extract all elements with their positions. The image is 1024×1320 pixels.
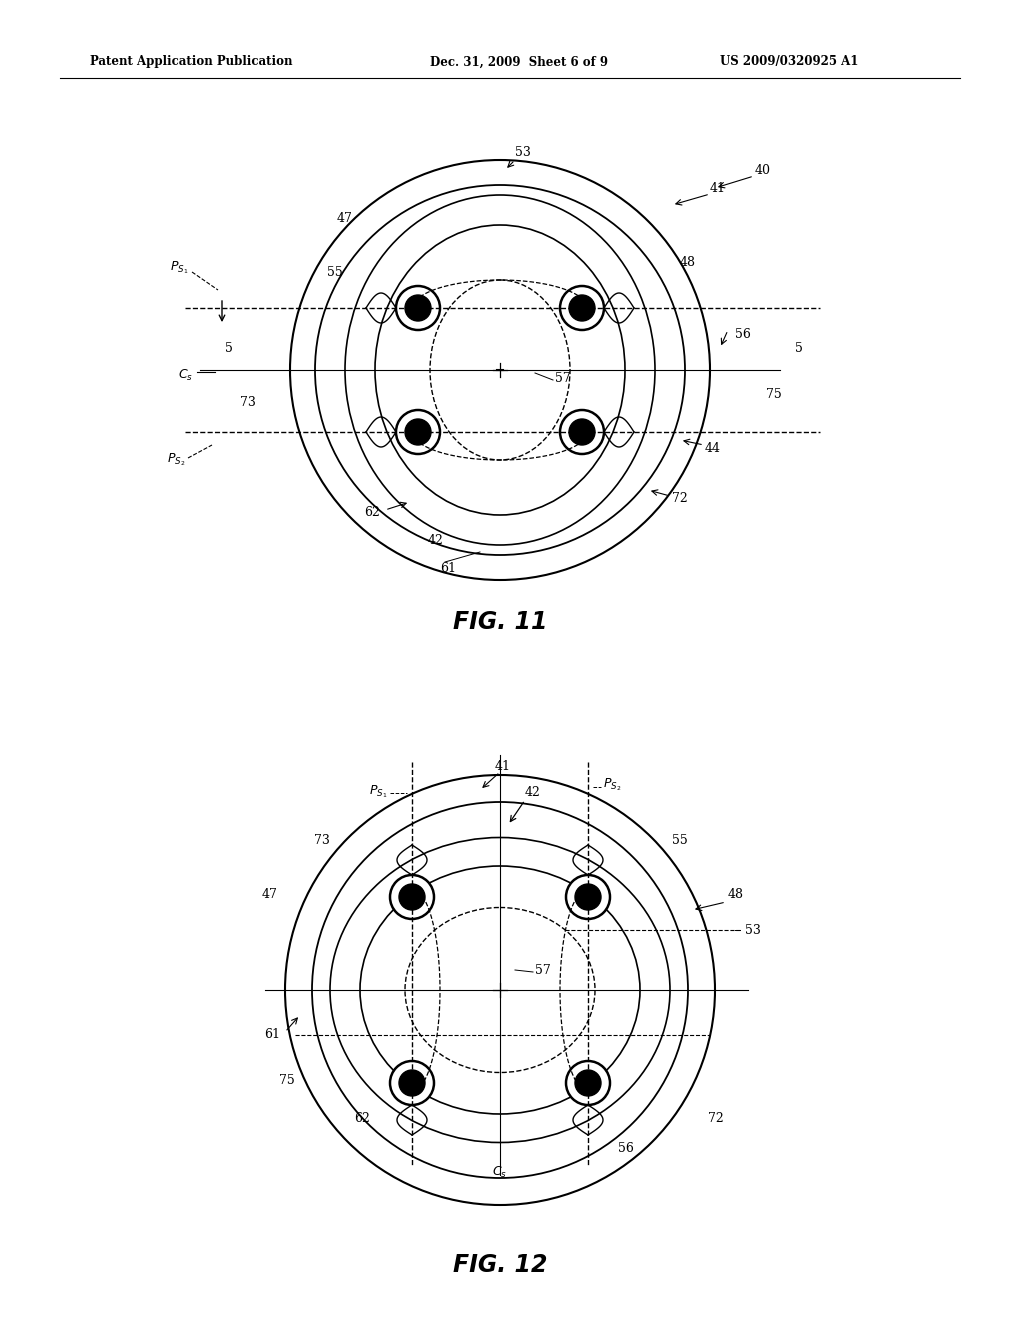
Text: Patent Application Publication: Patent Application Publication [90,55,293,69]
Text: 5: 5 [795,342,803,355]
Circle shape [566,1061,610,1105]
Text: 42: 42 [428,533,444,546]
Text: FIG. 12: FIG. 12 [453,1253,547,1276]
Text: $C_s$: $C_s$ [178,367,193,383]
Text: 75: 75 [766,388,781,401]
Text: $P_{S_2}$: $P_{S_2}$ [603,776,622,793]
Text: 55: 55 [672,833,688,846]
Text: 40: 40 [755,164,771,177]
Circle shape [399,1071,425,1096]
Circle shape [390,1061,434,1105]
Circle shape [569,418,595,445]
Text: 5: 5 [225,342,232,355]
Text: 61: 61 [440,561,456,574]
Text: 53: 53 [745,924,761,936]
Text: US 2009/0320925 A1: US 2009/0320925 A1 [720,55,858,69]
Text: 62: 62 [354,1111,370,1125]
Text: 44: 44 [705,441,721,454]
Circle shape [569,294,595,321]
Text: 47: 47 [262,888,278,902]
Circle shape [406,294,431,321]
Text: 48: 48 [728,888,744,902]
Text: $P_{S_2}$: $P_{S_2}$ [167,451,185,469]
Text: 47: 47 [337,211,353,224]
Text: 73: 73 [314,833,330,846]
Text: FIG. 11: FIG. 11 [453,610,547,634]
Text: $P_{S_1}$: $P_{S_1}$ [369,784,387,800]
Circle shape [575,1071,601,1096]
Text: 41: 41 [495,759,511,772]
Text: 73: 73 [240,396,256,409]
Text: 57: 57 [535,964,551,977]
Text: 56: 56 [735,329,751,342]
Circle shape [566,875,610,919]
Text: 55: 55 [327,265,343,279]
Circle shape [406,418,431,445]
Text: 57: 57 [555,371,570,384]
Text: $C_s$: $C_s$ [493,1164,508,1180]
Circle shape [560,286,604,330]
Text: 42: 42 [525,787,541,800]
Circle shape [396,286,440,330]
Text: 61: 61 [264,1027,280,1040]
Circle shape [390,875,434,919]
Text: 62: 62 [365,506,380,519]
Circle shape [399,884,425,909]
Text: 53: 53 [515,145,530,158]
Circle shape [560,411,604,454]
Text: 41: 41 [710,181,726,194]
Text: 72: 72 [672,491,688,504]
Circle shape [575,884,601,909]
Text: 75: 75 [280,1073,295,1086]
Text: $P_{S_1}$: $P_{S_1}$ [170,260,188,276]
Text: Dec. 31, 2009  Sheet 6 of 9: Dec. 31, 2009 Sheet 6 of 9 [430,55,608,69]
Circle shape [396,411,440,454]
Text: 72: 72 [708,1111,724,1125]
Text: 56: 56 [618,1142,634,1155]
Text: 48: 48 [680,256,696,268]
